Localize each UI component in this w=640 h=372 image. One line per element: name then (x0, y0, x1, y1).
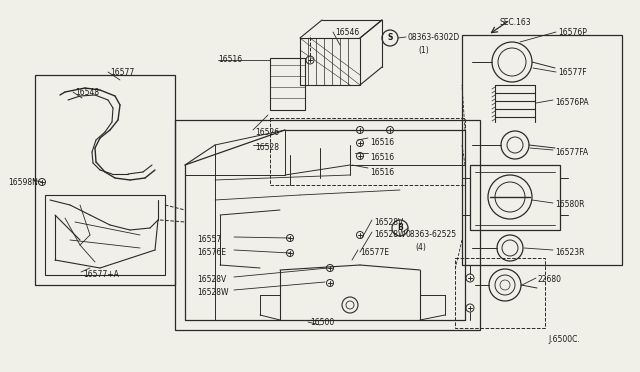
Text: 16528: 16528 (255, 143, 279, 152)
Text: 16546: 16546 (335, 28, 359, 37)
Bar (35, 75, 175, 285)
Text: S: S (387, 33, 393, 42)
Text: 08363-62525: 08363-62525 (405, 230, 456, 239)
Text: 16528V: 16528V (374, 218, 403, 227)
Text: 16577E: 16577E (360, 248, 389, 257)
Text: 16516: 16516 (370, 138, 394, 147)
Text: B: B (397, 224, 403, 232)
Text: (4): (4) (415, 243, 426, 252)
Text: SEC.163: SEC.163 (500, 18, 532, 27)
Text: 08363-6302D: 08363-6302D (408, 33, 460, 42)
Text: 16528W: 16528W (374, 230, 406, 239)
Text: 16516: 16516 (218, 55, 242, 64)
Text: 16528W: 16528W (197, 288, 228, 297)
Text: 16528V: 16528V (197, 275, 227, 284)
Text: (1): (1) (418, 46, 429, 55)
Bar (45, 195, 165, 275)
Text: J.6500C.: J.6500C. (548, 335, 580, 344)
Text: 16516: 16516 (370, 168, 394, 177)
Text: 16500: 16500 (310, 318, 334, 327)
Text: 16557: 16557 (197, 235, 221, 244)
Text: 16576E: 16576E (197, 248, 226, 257)
Text: 16577+A: 16577+A (83, 270, 119, 279)
Bar (455, 258, 545, 328)
Bar (270, 118, 465, 185)
Bar (300, 38, 360, 85)
Text: 16576P: 16576P (558, 28, 587, 37)
Bar (470, 165, 560, 230)
Text: 16576PA: 16576PA (555, 98, 589, 107)
Text: 16577FA: 16577FA (555, 148, 588, 157)
Bar (175, 120, 480, 330)
Bar (270, 58, 305, 110)
Text: 16523R: 16523R (555, 248, 584, 257)
Text: 16577F: 16577F (558, 68, 587, 77)
Text: 16580R: 16580R (555, 200, 584, 209)
Bar (462, 35, 622, 265)
Text: 16548: 16548 (75, 88, 99, 97)
Text: 16577: 16577 (110, 68, 134, 77)
Text: 16526: 16526 (255, 128, 279, 137)
Text: 16516: 16516 (370, 153, 394, 162)
Text: 22680: 22680 (538, 275, 562, 284)
Text: 16598N: 16598N (8, 178, 38, 187)
